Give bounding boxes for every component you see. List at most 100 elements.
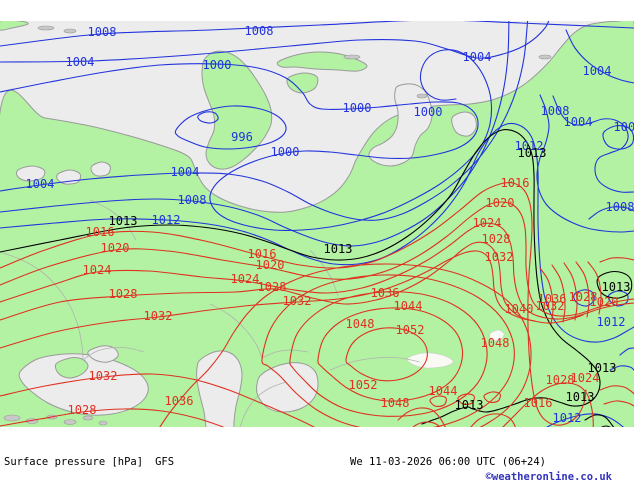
isobar-red — [418, 433, 454, 444]
isobar-label: 1052 — [349, 378, 378, 392]
isobar-red — [599, 385, 634, 395]
isobar-red — [0, 201, 634, 317]
isobar-label: 1024 — [571, 371, 600, 385]
isobar-label: 1036 — [371, 286, 400, 300]
isobar-black — [600, 425, 611, 427]
isobar-label: 1012 — [152, 213, 181, 227]
isobar-red — [317, 307, 464, 402]
isobar-red — [0, 373, 315, 427]
isobar-red — [483, 391, 501, 403]
isobar-label: 1016 — [501, 176, 530, 190]
isobar-red — [470, 413, 516, 427]
small-island — [98, 420, 108, 426]
snow-patch — [407, 352, 454, 369]
small-island — [82, 415, 94, 421]
isobar-red — [261, 274, 515, 427]
country-border — [239, 381, 287, 427]
isobar-label: 1008 — [606, 200, 634, 214]
landmass-island — [0, 21, 29, 31]
isobar-label: 1004 — [583, 64, 612, 78]
isobar-label: 1048 — [481, 336, 510, 350]
water-body — [90, 161, 111, 177]
isobar-label: 1013 — [566, 390, 595, 404]
water-body — [196, 350, 243, 427]
isobar-label: 1012 — [597, 315, 626, 329]
isobar-label: 1032 — [283, 294, 312, 308]
isobar-label: 1024 — [231, 272, 260, 286]
isobar-red — [429, 395, 447, 407]
small-island — [538, 54, 552, 60]
isobar-label: 1004 — [26, 177, 55, 191]
isobar-blue — [565, 29, 634, 84]
isobar-label: 1012 — [553, 411, 582, 425]
isobar-blue — [602, 125, 634, 150]
isobar-blue — [0, 21, 634, 47]
isobar-black — [0, 129, 601, 425]
country-border — [0, 251, 84, 361]
credit-link[interactable]: ©weatheronline.co.uk — [485, 471, 612, 483]
isobar-red — [289, 291, 488, 417]
water-body — [16, 165, 46, 182]
isobar-label: 996 — [231, 130, 253, 144]
landmass-island — [286, 72, 319, 94]
isobar-red — [0, 250, 536, 349]
isobar-label: 1000 — [203, 58, 232, 72]
isobar-label: 1013 — [518, 146, 547, 160]
isobar-red — [0, 408, 225, 427]
isobar-red — [599, 257, 634, 263]
isobar-label: 1013 — [324, 242, 353, 256]
water-body — [368, 83, 433, 167]
isobar-label: 1044 — [394, 299, 423, 313]
isobar-label: 1008 — [245, 24, 274, 38]
water-body — [18, 353, 149, 416]
isobar-label: 1044 — [429, 384, 458, 398]
isobar-blue — [0, 21, 529, 221]
isobar-blue — [609, 365, 634, 371]
isobar-blue — [536, 94, 634, 233]
isobar-label: 1013 — [109, 214, 138, 228]
isobar-label: 1028 — [546, 373, 575, 387]
water-body — [87, 345, 119, 363]
isobar-label: 1048 — [346, 317, 375, 331]
small-island — [3, 414, 21, 422]
isobar-blue — [567, 428, 604, 443]
small-island — [63, 419, 77, 425]
isobar-label: 1004 — [171, 165, 200, 179]
isobar-red — [539, 267, 554, 325]
isobar-blue — [174, 105, 287, 150]
isobar-label: 1028 — [109, 287, 138, 301]
isobar-label: 1004 — [564, 115, 593, 129]
country-border — [261, 349, 309, 359]
isobar-red — [603, 400, 634, 407]
isobar-label: 1016 — [524, 396, 553, 410]
small-island — [63, 28, 77, 34]
isobar-label: 1012 — [515, 139, 544, 153]
isobar-label: 1008 — [88, 25, 117, 39]
isobar-black — [558, 434, 596, 443]
isobar-label: 1028 — [68, 403, 97, 417]
isobar-label: 1000 — [271, 145, 300, 159]
isobar-red — [575, 261, 590, 318]
isobar-label: 1040 — [505, 302, 534, 316]
isobar-label: 1008 — [541, 104, 570, 118]
isobar-label: 1036 — [538, 292, 567, 306]
crimea-peninsula — [54, 357, 89, 379]
isobar-label: 1020 — [256, 258, 285, 272]
isobar-label: 1000 — [343, 101, 372, 115]
isobar-red — [563, 262, 578, 321]
snow-patch — [489, 329, 505, 342]
isobar-black — [584, 414, 615, 427]
isobar-label: 1004 — [66, 55, 95, 69]
model-name: GFS — [155, 456, 175, 468]
caption-left: Surface pressure [hPa] GFS — [4, 456, 174, 468]
isobar-label: 1036 — [165, 394, 194, 408]
isobar-label: 1024 — [83, 263, 112, 277]
isobar-label: 1048 — [381, 396, 410, 410]
map-title: Surface pressure [hPa] — [4, 456, 144, 468]
isobar-label: 1016 — [248, 247, 277, 261]
isobar-blue — [552, 95, 634, 193]
country-border — [89, 199, 137, 241]
